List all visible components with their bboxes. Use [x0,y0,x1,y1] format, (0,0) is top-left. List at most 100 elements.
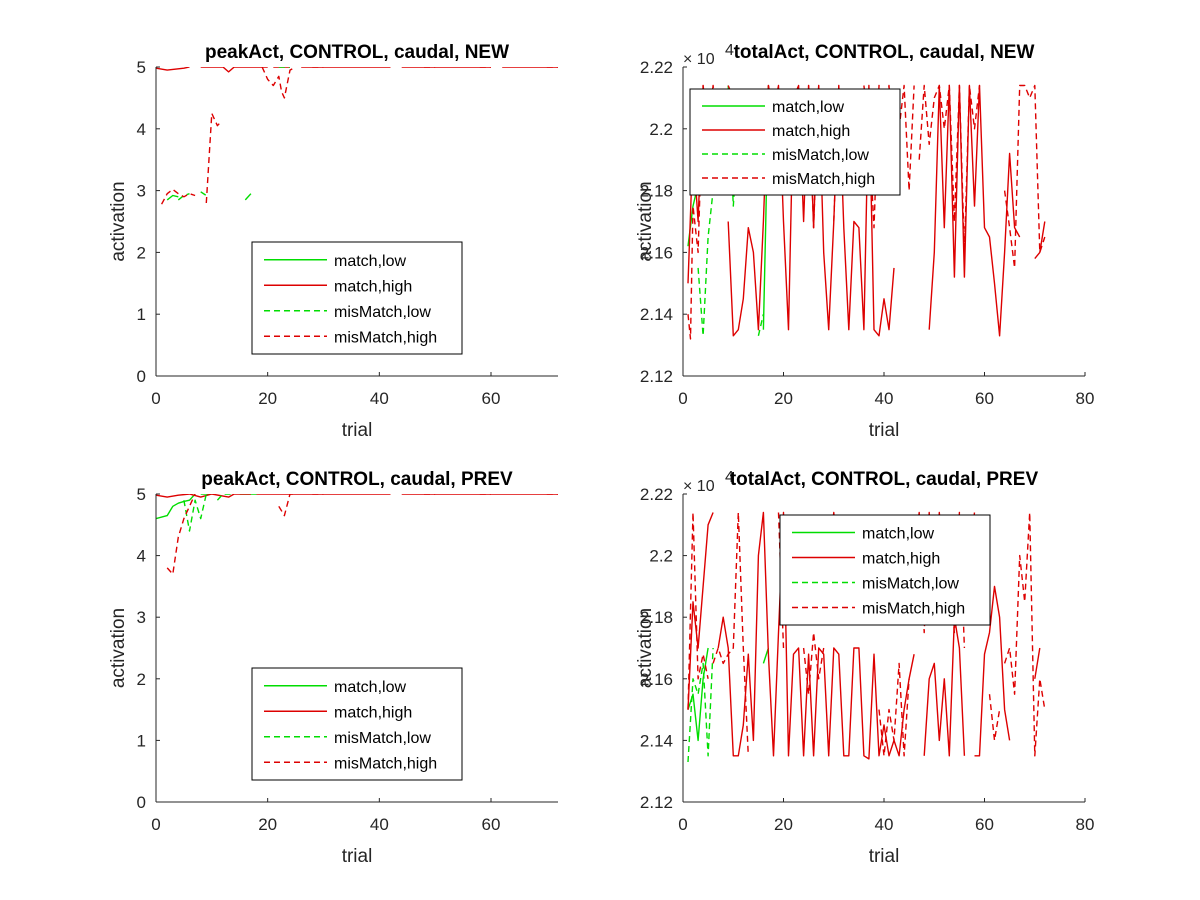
x-tick-label: 20 [774,815,793,834]
legend-box [251,667,463,781]
x-tick-label: 60 [482,815,501,834]
x-axis-label: trial [869,846,900,867]
series-line-match-high-seg0 [156,67,190,71]
legend-entry-label: match,high [862,551,940,568]
x-tick-label: 40 [370,815,389,834]
series-line-match-high-seg3 [1034,221,1046,260]
y-tick-label: 2 [137,670,146,689]
subplot-3: 0 20 40 60 0 1 2 3 4 5 peakAct, CONTROL, caudal, P… [108,469,558,867]
y-tick-label: 2.12 [640,793,673,812]
series-line-mismatch-high-seg0 [166,494,196,575]
series-line-mismatch-high-seg9 [1003,511,1046,757]
series-line-match-high-seg1 [200,67,268,73]
y-exponent-label: × 10 [683,51,715,68]
y-tick-label: 2.22 [640,58,673,77]
legend-entry-label: match,low [334,679,406,696]
series-line-mismatch-low-seg1 [216,494,235,501]
series-line-match-high-seg2 [923,616,966,757]
legend-entry-label: misMatch,high [772,171,875,188]
x-tick-label: 40 [875,389,894,408]
series-line-match-high-seg0 [156,494,251,498]
x-tick-label: 0 [151,389,160,408]
series-line-mismatch-low-seg0 [177,193,190,201]
x-axis-label: trial [342,846,373,867]
y-axis-label: activation [108,608,129,688]
legend-entry-label: misMatch,high [862,601,965,618]
y-tick-label: 2.16 [640,670,673,689]
series-line-match-high-seg0 [687,512,714,710]
y-tick-label: 4 [137,547,146,566]
y-axis-label: activation [635,608,656,688]
series-line-match-high-seg4 [1034,647,1041,679]
y-tick-label: 2.2 [649,547,673,566]
series-line-match-high-seg2 [928,84,1021,337]
series-line-mismatch-low-seg2 [757,314,765,336]
y-tick-label: 2.18 [640,608,673,627]
y-tick-label: 1 [137,305,146,324]
series-line-mismatch-high-seg1 [278,494,296,517]
y-tick-label: 0 [137,793,146,812]
legend: match,low match,high misMatch,low misMatch,… [779,514,991,626]
y-tick-label: 2.18 [640,182,673,201]
y-exponent-power: 4 [725,469,734,486]
x-tick-label: 80 [1076,815,1095,834]
y-axis-label: activation [635,181,656,261]
y-tick-label: 0 [137,367,146,386]
chart-title: peakAct, CONTROL, caudal, PREV [201,469,513,490]
series-line-match-high-seg1 [717,511,915,760]
series-line-mismatch-low-seg0 [687,647,714,763]
chart-title: totalAct, CONTROL, caudal, NEW [734,42,1035,63]
series-line-mismatch-high-seg1 [205,112,221,204]
y-tick-label: 4 [137,120,146,139]
y-tick-label: 1 [137,731,146,750]
legend-entry-label: misMatch,low [772,147,869,164]
series-line-mismatch-high-seg7 [918,84,981,254]
y-tick-label: 5 [137,485,146,504]
legend-box [251,241,463,355]
series-line-mismatch-high-seg8 [1003,84,1046,269]
chart-title: totalAct, CONTROL, caudal, PREV [730,469,1039,490]
series-line-match-low-seg0 [166,194,179,201]
x-axis-label: trial [342,420,373,441]
legend-entry-label: misMatch,high [334,755,437,772]
y-tick-label: 2.16 [640,243,673,262]
series-line-mismatch-high-seg0 [160,188,196,205]
x-tick-label: 40 [370,389,389,408]
series-line-mismatch-high-seg5 [878,662,910,757]
x-tick-label: 80 [1076,389,1095,408]
legend-entry-label: match,low [334,253,406,270]
x-tick-label: 0 [678,815,687,834]
x-tick-label: 20 [258,815,277,834]
series-line-mismatch-high-seg8 [988,694,1001,742]
y-tick-label: 2.12 [640,367,673,386]
series-line-match-low-seg1 [244,193,252,201]
series-line-mismatch-high-seg2 [261,67,296,99]
series-line-mismatch-low-seg0 [183,494,207,532]
subplot-1: 0 20 40 60 0 1 2 3 4 5 peakAct, CONTROL, caudal, N… [108,42,558,441]
legend: match,low match,high misMatch,low misMatch,… [251,241,463,355]
x-tick-label: 60 [975,815,994,834]
series-layer [156,494,558,575]
y-tick-label: 2.14 [640,731,673,750]
series-line-mismatch-high-seg0 [687,511,709,710]
x-axis-label: trial [869,420,900,441]
series-line-match-low-seg1 [762,647,770,664]
legend-entry-label: match,high [334,704,412,721]
y-tick-label: 2.14 [640,305,673,324]
y-tick-label: 2 [137,243,146,262]
legend-box [779,514,991,626]
series-layer [156,67,558,205]
legend-entry-label: match,high [334,278,412,295]
subplot-4: 0 20 40 60 80 2.12 2.14 2.16 2.18 2.2 2.22 × 10 4tot… [635,469,1094,867]
y-tick-label: 2.2 [649,120,673,139]
x-tick-label: 20 [774,389,793,408]
legend-entry-label: misMatch,low [334,730,431,747]
legend-entry-label: match,high [772,123,850,140]
legend: match,low match,high misMatch,low misMatch,… [251,667,463,781]
y-tick-label: 2.22 [640,485,673,504]
series-line-mismatch-low-seg0 [697,190,714,337]
series-line-mismatch-high-seg4 [807,85,820,229]
x-tick-label: 0 [678,389,687,408]
